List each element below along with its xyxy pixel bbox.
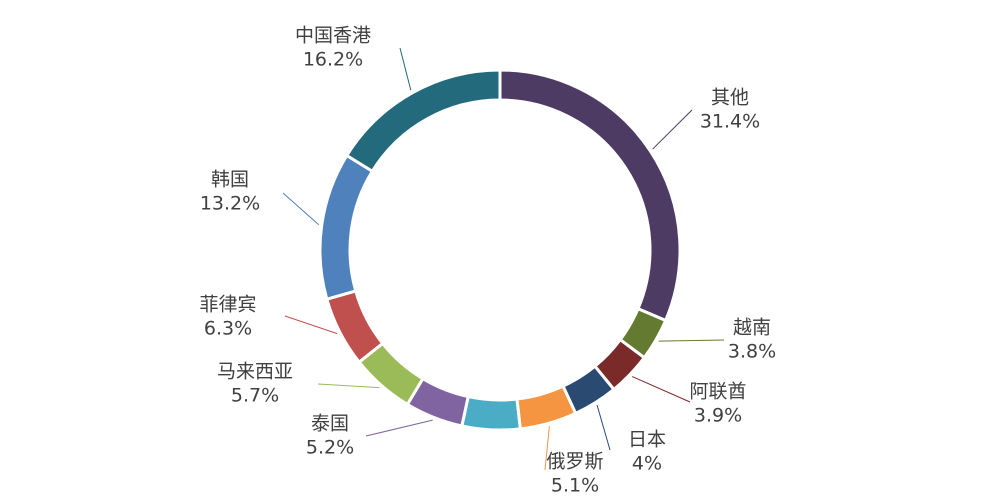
value-label: 3.9% <box>694 405 742 427</box>
leader-line <box>652 109 693 150</box>
value-label: 16.2% <box>303 49 363 71</box>
leader-line <box>284 315 338 335</box>
leader-line <box>317 383 380 389</box>
leader-line <box>596 404 611 451</box>
value-label: 31.4% <box>700 111 760 133</box>
donut-segment <box>515 384 578 431</box>
category-label: 日本 <box>628 429 666 451</box>
value-label: 5.1% <box>551 475 599 497</box>
donut-segment <box>318 153 375 301</box>
category-label: 其他 <box>711 87 749 109</box>
leader-line <box>365 419 433 437</box>
leader-line <box>399 47 412 91</box>
category-label: 阿联酋 <box>689 381 746 403</box>
value-label: 5.2% <box>306 437 354 459</box>
leader-line <box>632 376 691 403</box>
leader-line <box>544 426 550 471</box>
value-label: 6.3% <box>204 318 252 340</box>
value-label: 3.8% <box>728 341 776 363</box>
donut-segment <box>498 68 682 323</box>
category-label: 韩国 <box>211 169 249 191</box>
donut-segment <box>344 68 502 174</box>
category-label: 越南 <box>733 317 771 339</box>
category-label: 俄罗斯 <box>546 451 603 473</box>
value-label: 5.7% <box>231 385 279 407</box>
value-label: 4% <box>632 453 662 475</box>
leader-line <box>658 339 725 342</box>
value-label: 13.2% <box>200 193 260 215</box>
category-label: 马来西亚 <box>217 361 293 383</box>
donut-segment <box>324 289 385 365</box>
donut-segment <box>460 394 522 432</box>
category-label: 菲律宾 <box>199 294 256 316</box>
category-label: 中国香港 <box>295 25 371 47</box>
leader-line <box>282 192 320 226</box>
category-label: 泰国 <box>311 413 349 435</box>
